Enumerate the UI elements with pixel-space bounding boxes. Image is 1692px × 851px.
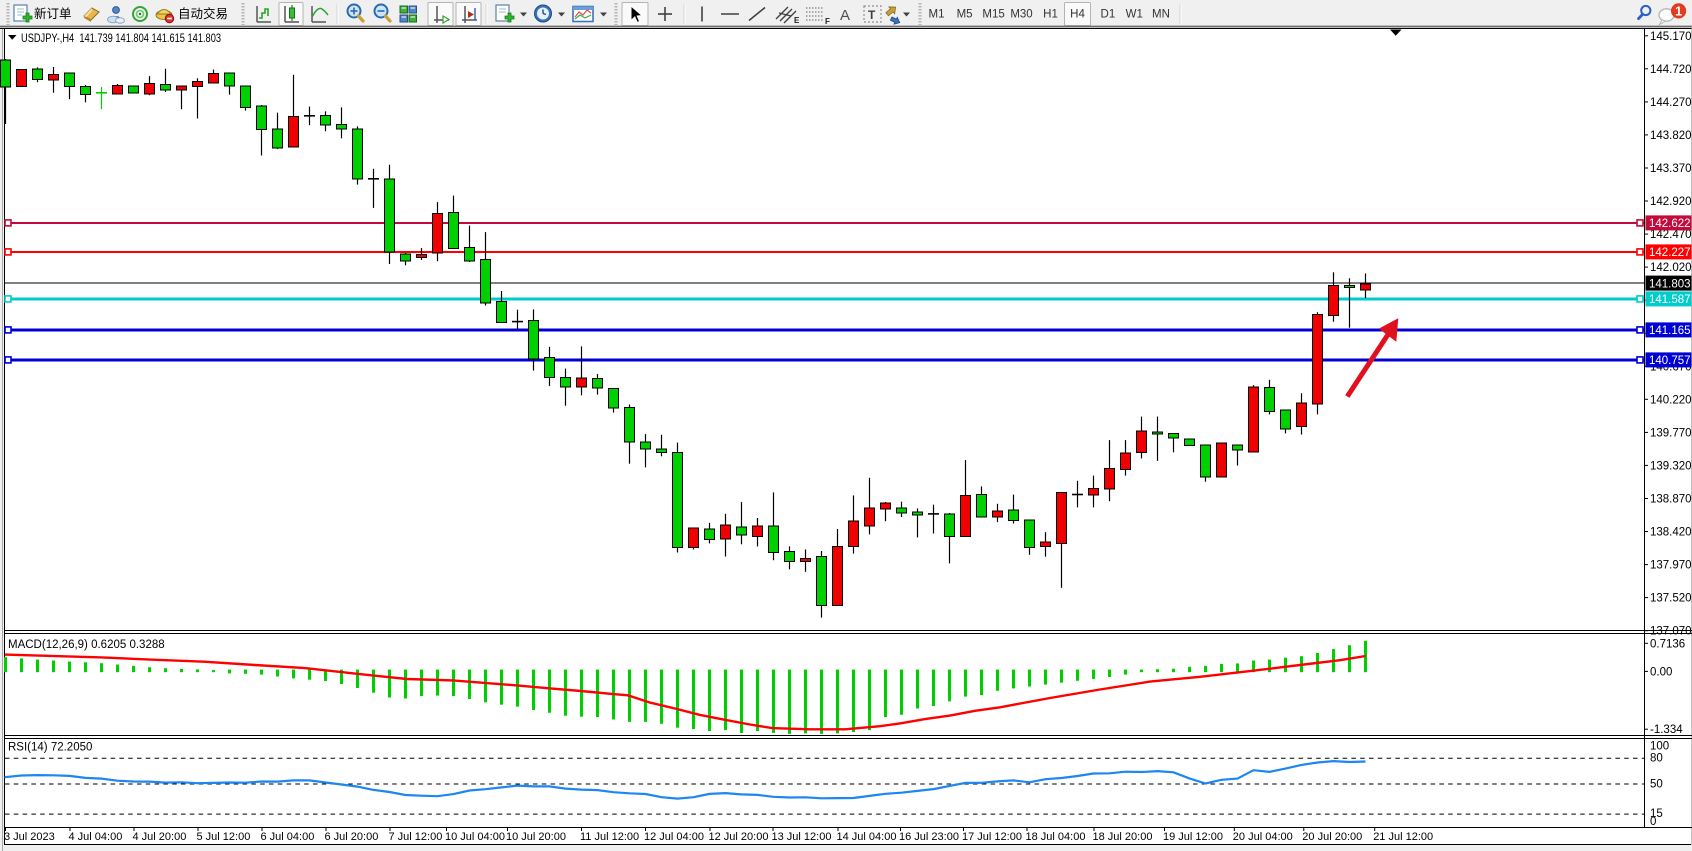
svg-text:0: 0 [1650, 816, 1656, 828]
svg-text:50: 50 [1650, 779, 1663, 791]
svg-text:6 Jul 04:00: 6 Jul 04:00 [261, 831, 315, 843]
svg-text:RSI(14) 72.2050: RSI(14) 72.2050 [8, 742, 92, 754]
svg-text:11 Jul 12:00: 11 Jul 12:00 [580, 831, 639, 843]
svg-text:142.470: 142.470 [1650, 229, 1692, 241]
svg-text:141.165: 141.165 [1649, 325, 1691, 337]
svg-text:80: 80 [1650, 753, 1663, 765]
svg-text:M15: M15 [982, 9, 1004, 21]
svg-text:100: 100 [1650, 741, 1669, 753]
svg-text:139.320: 139.320 [1650, 460, 1692, 472]
svg-text:F: F [825, 17, 830, 26]
svg-text:20 Jul 04:00: 20 Jul 04:00 [1233, 831, 1293, 843]
svg-text:142.227: 142.227 [1649, 247, 1691, 259]
svg-text:143.370: 143.370 [1650, 163, 1692, 175]
svg-text:E: E [794, 16, 800, 25]
svg-text:137.070: 137.070 [1650, 626, 1692, 638]
svg-text:138.870: 138.870 [1650, 494, 1692, 506]
svg-text:140.220: 140.220 [1650, 394, 1692, 406]
svg-text:6 Jul 20:00: 6 Jul 20:00 [325, 831, 379, 843]
svg-text:144.270: 144.270 [1650, 97, 1692, 109]
svg-text:0.00: 0.00 [1650, 666, 1672, 678]
svg-text:5 Jul 12:00: 5 Jul 12:00 [197, 831, 251, 843]
svg-text:MN: MN [1152, 9, 1170, 21]
svg-text:143.820: 143.820 [1650, 130, 1692, 142]
svg-text:自动交易: 自动交易 [178, 6, 228, 21]
svg-text:18 Jul 20:00: 18 Jul 20:00 [1093, 831, 1153, 843]
svg-text:139.770: 139.770 [1650, 427, 1692, 439]
svg-text:144.720: 144.720 [1650, 64, 1692, 76]
svg-text:M30: M30 [1010, 9, 1032, 21]
svg-text:19 Jul 12:00: 19 Jul 12:00 [1163, 831, 1223, 843]
svg-text:H1: H1 [1043, 9, 1058, 21]
svg-text:D1: D1 [1101, 9, 1116, 21]
svg-text:138.420: 138.420 [1650, 527, 1692, 539]
svg-text:20 Jul 20:00: 20 Jul 20:00 [1302, 831, 1362, 843]
svg-text:MACD(12,26,9) 0.6205 0.3288: MACD(12,26,9) 0.6205 0.3288 [8, 639, 165, 651]
svg-text:H4: H4 [1070, 9, 1085, 21]
svg-text:142.020: 142.020 [1650, 262, 1692, 274]
svg-text:18 Jul 04:00: 18 Jul 04:00 [1026, 831, 1086, 843]
svg-text:1: 1 [1675, 4, 1682, 18]
svg-text:12 Jul 04:00: 12 Jul 04:00 [644, 831, 704, 843]
svg-text:16 Jul 23:00: 16 Jul 23:00 [899, 831, 959, 843]
svg-text:7 Jul 12:00: 7 Jul 12:00 [389, 831, 443, 843]
svg-text:-1.334: -1.334 [1650, 724, 1683, 736]
svg-text:142.622: 142.622 [1649, 218, 1691, 230]
svg-text:3 Jul 2023: 3 Jul 2023 [4, 831, 55, 843]
svg-text:W1: W1 [1126, 9, 1143, 21]
svg-text:USDJPY-,H4 141.739 141.804 14: USDJPY-,H4 141.739 141.804 141.615 141.8… [21, 31, 221, 45]
svg-text:137.520: 137.520 [1650, 593, 1692, 605]
svg-text:4 Jul 20:00: 4 Jul 20:00 [133, 831, 187, 843]
svg-text:15: 15 [1650, 808, 1663, 820]
svg-text:M5: M5 [957, 9, 973, 21]
svg-text:新订单: 新订单 [34, 6, 72, 21]
svg-text:137.970: 137.970 [1650, 560, 1692, 572]
svg-text:21 Jul 12:00: 21 Jul 12:00 [1373, 831, 1433, 843]
svg-text:141.587: 141.587 [1649, 294, 1691, 306]
svg-text:0.7136: 0.7136 [1650, 638, 1685, 650]
svg-text:A: A [840, 7, 850, 24]
svg-text:14 Jul 04:00: 14 Jul 04:00 [837, 831, 897, 843]
svg-text:140.757: 140.757 [1649, 355, 1691, 367]
svg-text:12 Jul 20:00: 12 Jul 20:00 [709, 831, 769, 843]
svg-text:17 Jul 12:00: 17 Jul 12:00 [962, 831, 1022, 843]
svg-text:13 Jul 12:00: 13 Jul 12:00 [772, 831, 832, 843]
svg-text:145.170: 145.170 [1650, 31, 1692, 43]
svg-text:M1: M1 [929, 9, 945, 21]
svg-text:10 Jul 04:00: 10 Jul 04:00 [445, 831, 505, 843]
svg-text:141.803: 141.803 [1649, 278, 1691, 290]
svg-text:10 Jul 20:00: 10 Jul 20:00 [506, 831, 566, 843]
svg-text:4 Jul 04:00: 4 Jul 04:00 [69, 831, 123, 843]
svg-text:T: T [868, 8, 876, 22]
svg-text:142.920: 142.920 [1650, 196, 1692, 208]
